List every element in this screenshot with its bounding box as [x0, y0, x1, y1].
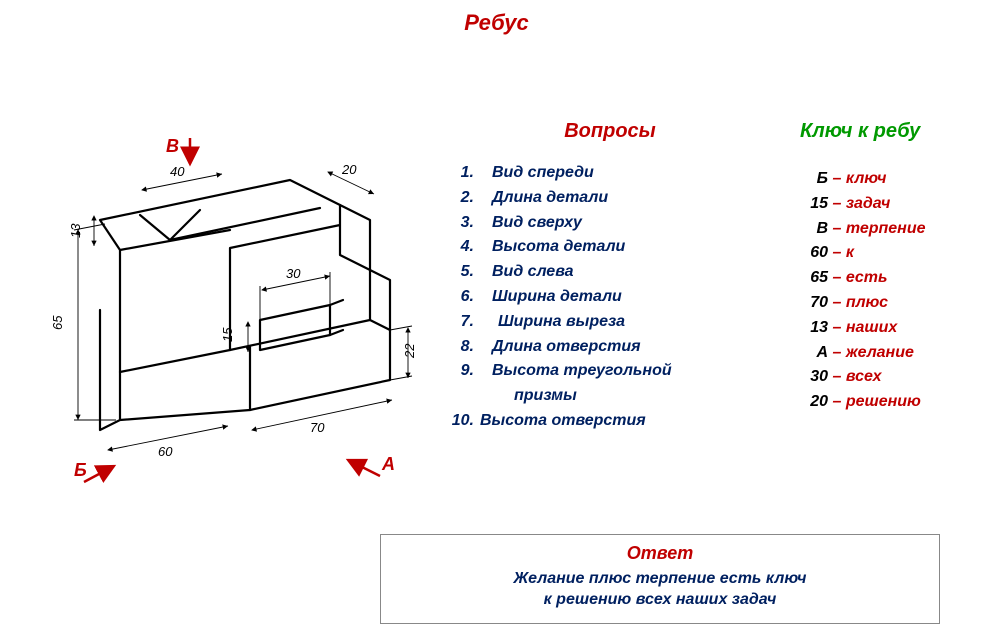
- key-title: Ключ к ребу: [800, 120, 993, 143]
- key-item: 70 – плюс: [800, 291, 993, 316]
- view-label-b: Б: [74, 460, 87, 480]
- question-item: Ширина выреза: [480, 310, 770, 335]
- key-item: 60 – к: [800, 241, 993, 266]
- dim-22: 22: [402, 343, 417, 359]
- answer-title: Ответ: [397, 543, 923, 564]
- dim-15: 15: [220, 327, 235, 342]
- question-item: Высота отверстия: [480, 409, 770, 434]
- view-label-a: А: [381, 454, 395, 474]
- answer-box: Ответ Желание плюс терпение есть ключ к …: [380, 534, 940, 624]
- dim-60: 60: [158, 444, 173, 459]
- key-item: 20 – решению: [800, 390, 993, 415]
- question-item: Длина детали: [480, 186, 770, 211]
- view-label-v: В: [166, 136, 179, 156]
- page-title: Ребус: [0, 10, 993, 36]
- question-item: Вид сверху: [480, 211, 770, 236]
- questions-list: Вид спереди Длина детали Вид сверху Высо…: [450, 161, 770, 434]
- question-item: Высота треугольнойпризмы: [480, 359, 770, 409]
- key-item: Б – ключ: [800, 167, 993, 192]
- dim-65: 65: [50, 315, 65, 330]
- question-item: Длина отверстия: [480, 335, 770, 360]
- key-item: 13 – наших: [800, 316, 993, 341]
- question-item: Ширина детали: [480, 285, 770, 310]
- question-item: Вид слева: [480, 260, 770, 285]
- key-item: 30 – всех: [800, 365, 993, 390]
- questions-title: Вопросы: [450, 120, 770, 143]
- questions-block: Вопросы Вид спереди Длина детали Вид све…: [450, 120, 770, 434]
- dim-13: 13: [68, 223, 83, 238]
- dim-20: 20: [341, 162, 357, 177]
- dim-70: 70: [310, 420, 325, 435]
- answer-text: Желание плюс терпение есть ключ к решени…: [397, 568, 923, 611]
- key-item: 15 – задач: [800, 192, 993, 217]
- key-list: Б – ключ 15 – задач В – терпение 60 – к …: [800, 167, 993, 415]
- dim-40: 40: [170, 164, 185, 179]
- dim-30: 30: [286, 266, 301, 281]
- key-item: 65 – есть: [800, 266, 993, 291]
- question-item: Высота детали: [480, 235, 770, 260]
- technical-drawing: 65 13 60 70 22 20 40 30 15 В Б А: [30, 120, 430, 505]
- key-item: А – желание: [800, 341, 993, 366]
- key-item: В – терпение: [800, 217, 993, 242]
- key-block: Ключ к ребу Б – ключ 15 – задач В – терп…: [800, 120, 993, 415]
- question-item: Вид спереди: [480, 161, 770, 186]
